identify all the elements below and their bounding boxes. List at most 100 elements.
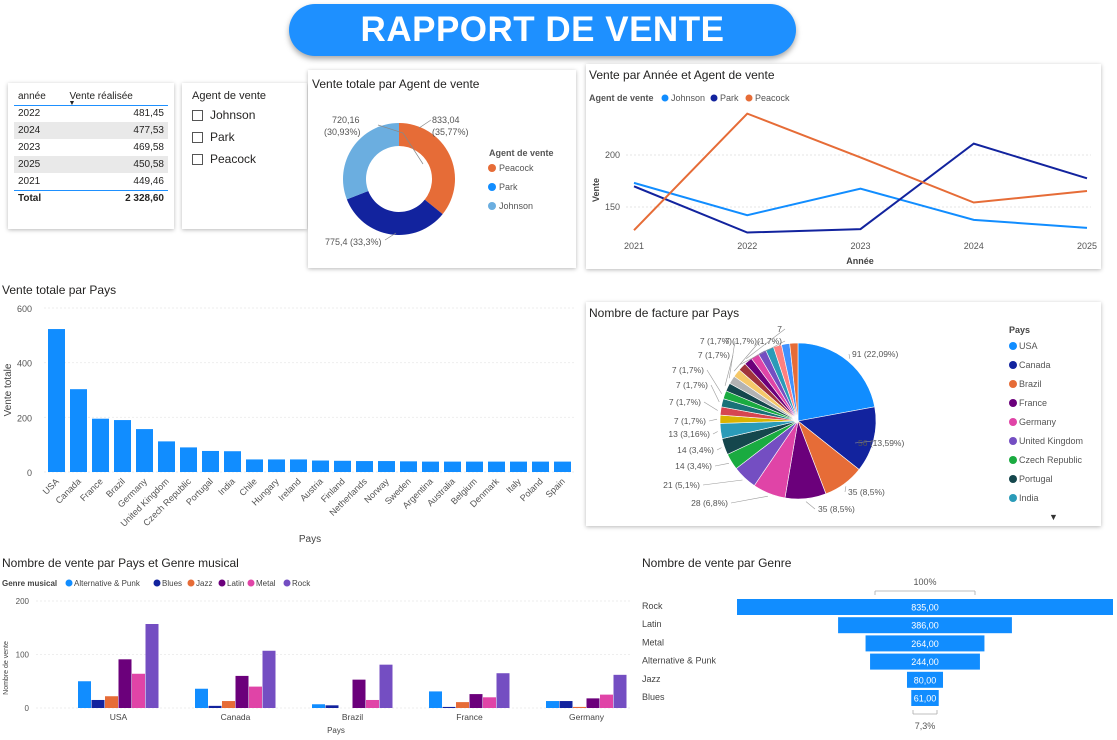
table-row[interactable]: 2023 469,58: [14, 139, 168, 156]
grp-bar-germany-blues[interactable]: [559, 701, 573, 708]
bar-hungary[interactable]: [268, 459, 285, 472]
grp-legend-item[interactable]: Alternative & Punk: [74, 579, 141, 588]
pie-legend-item[interactable]: Czech Republic: [1019, 455, 1083, 465]
checkbox-icon[interactable]: [192, 109, 203, 121]
bar-austria[interactable]: [312, 460, 329, 472]
donut-slice-johnson[interactable]: [343, 123, 399, 200]
bar-norway[interactable]: [378, 461, 395, 472]
funnel-bar-alternative-punk[interactable]: [870, 653, 980, 670]
grp-bar-france-latin[interactable]: [469, 694, 483, 708]
grp-bar-france-jazz[interactable]: [456, 702, 469, 708]
slicer-option-park[interactable]: Park: [192, 129, 235, 145]
grp-bar-usa-metal[interactable]: [132, 673, 145, 708]
bar-usa[interactable]: [48, 329, 65, 472]
col-sales-header[interactable]: Vente réalisée ▼: [65, 88, 168, 107]
donut-legend-peacock[interactable]: Peacock: [499, 163, 534, 173]
pie-legend-item[interactable]: United Kingdom: [1019, 436, 1083, 446]
grp-bar-canada-alternative-punk[interactable]: [195, 688, 208, 708]
slicer-option-peacock[interactable]: Peacock: [192, 151, 256, 167]
grp-bar-brazil-latin[interactable]: [352, 679, 366, 708]
donut-chart[interactable]: 833,04 (35,77%) 720,16 (30,93%) 775,4 (3…: [308, 70, 576, 268]
bar-poland[interactable]: [532, 461, 549, 472]
pie-legend-item[interactable]: India: [1019, 493, 1039, 503]
pie-slice-canada[interactable]: [797, 406, 877, 470]
donut-legend-johnson[interactable]: Johnson: [499, 201, 533, 211]
bar-india[interactable]: [224, 451, 241, 472]
bar-canada[interactable]: [70, 389, 87, 472]
bar-chile[interactable]: [246, 459, 263, 472]
line-chart[interactable]: Agent de vente Johnson Park Peacock Vent…: [586, 64, 1101, 269]
grp-legend-item[interactable]: Latin: [227, 579, 244, 588]
grp-bar-canada-rock[interactable]: [262, 650, 276, 708]
pie-legend-scroll-icon[interactable]: ▼: [1049, 512, 1058, 522]
pie-slice-usa[interactable]: [797, 342, 876, 422]
table-row[interactable]: 2025 450,58: [14, 156, 168, 173]
funnel-bar-blues[interactable]: [911, 690, 939, 706]
grp-bar-usa-alternative-punk[interactable]: [78, 681, 91, 708]
grp-bar-brazil-metal[interactable]: [366, 699, 379, 708]
donut-slice-peacock[interactable]: [399, 123, 455, 215]
grp-bar-canada-metal[interactable]: [249, 686, 262, 708]
donut-legend-park[interactable]: Park: [499, 182, 518, 192]
table-row[interactable]: 2024 477,53: [14, 122, 168, 139]
grp-legend-item[interactable]: Metal: [256, 579, 276, 588]
line-series-peacock[interactable]: [633, 112, 1088, 231]
bar-argentina[interactable]: [422, 461, 439, 472]
table-row[interactable]: 2021 449,46: [14, 173, 168, 190]
pie-slice-spain[interactable]: [789, 342, 799, 422]
bar-netherlands[interactable]: [356, 461, 373, 472]
pie-legend-item[interactable]: France: [1019, 398, 1047, 408]
grp-legend-item[interactable]: Blues: [162, 579, 182, 588]
grp-legend-item[interactable]: Rock: [292, 579, 311, 588]
grp-bar-france-alternative-punk[interactable]: [429, 691, 442, 708]
grp-bar-germany-metal[interactable]: [600, 694, 613, 708]
grp-bar-germany-rock[interactable]: [613, 674, 627, 708]
grp-bar-usa-latin[interactable]: [118, 659, 132, 708]
genre-country-chart[interactable]: Genre musical Alternative & Punk Blues Jaz…: [0, 575, 635, 740]
bar-portugal[interactable]: [202, 450, 219, 472]
pie-legend-item[interactable]: Canada: [1019, 360, 1051, 370]
bar-sweden[interactable]: [400, 461, 417, 472]
sort-desc-icon[interactable]: ▼: [68, 100, 76, 107]
grp-legend-item[interactable]: Jazz: [196, 579, 212, 588]
bar-brazil[interactable]: [114, 420, 131, 472]
funnel-bar-metal[interactable]: [865, 635, 985, 652]
funnel-bar-latin[interactable]: [838, 617, 1012, 634]
invoice-pie-chart[interactable]: 91 (22,09%) 56 (13,59%) 35 (8,5%) 35 (8,5%)…: [586, 302, 1101, 526]
grp-bar-brazil-alternative-punk[interactable]: [312, 704, 325, 708]
bar-australia[interactable]: [444, 461, 461, 472]
pie-legend-item[interactable]: Brazil: [1019, 379, 1042, 389]
grp-bar-germany-alternative-punk[interactable]: [546, 701, 559, 708]
line-legend-park[interactable]: Park: [720, 93, 739, 103]
table-row[interactable]: 2022 481,45: [14, 105, 168, 122]
bar-finland[interactable]: [334, 460, 351, 472]
grp-bar-france-blues[interactable]: [442, 706, 456, 708]
grp-bar-france-metal[interactable]: [483, 697, 496, 708]
grp-bar-canada-jazz[interactable]: [222, 701, 235, 708]
line-legend-peacock[interactable]: Peacock: [755, 93, 790, 103]
bar-germany[interactable]: [136, 429, 153, 472]
pie-legend-item[interactable]: Germany: [1019, 417, 1057, 427]
bar-spain[interactable]: [554, 461, 571, 472]
bar-united-kingdom[interactable]: [158, 441, 175, 472]
checkbox-icon[interactable]: [192, 153, 203, 165]
grp-bar-brazil-rock[interactable]: [379, 664, 393, 708]
line-series-johnson[interactable]: [633, 181, 1088, 229]
grp-bar-usa-blues[interactable]: [91, 699, 105, 708]
donut-slice-park[interactable]: [346, 191, 443, 235]
grp-bar-germany-jazz[interactable]: [573, 706, 586, 708]
bar-ireland[interactable]: [290, 459, 307, 472]
grp-bar-canada-blues[interactable]: [208, 705, 222, 708]
grp-bar-france-rock[interactable]: [496, 673, 510, 708]
col-year-header[interactable]: année: [14, 88, 66, 106]
grp-bar-usa-rock[interactable]: [145, 624, 159, 708]
bar-italy[interactable]: [510, 461, 527, 472]
bar-belgium[interactable]: [466, 461, 483, 472]
line-series-park[interactable]: [633, 142, 1088, 234]
grp-bar-canada-latin[interactable]: [235, 675, 249, 708]
pie-legend-item[interactable]: Portugal: [1019, 474, 1053, 484]
line-legend-johnson[interactable]: Johnson: [671, 93, 705, 103]
grp-bar-germany-latin[interactable]: [586, 698, 600, 708]
grp-bar-usa-jazz[interactable]: [105, 696, 118, 708]
